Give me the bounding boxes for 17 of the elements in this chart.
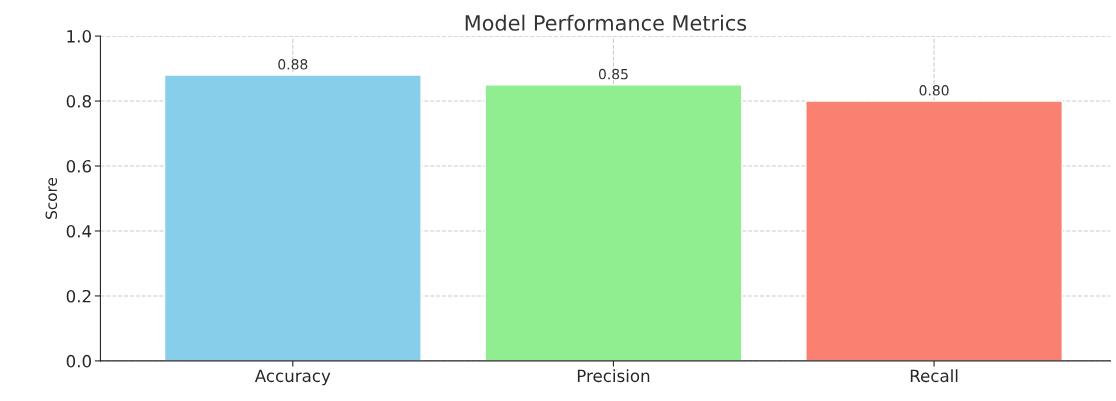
bar xyxy=(805,100,1064,361)
y-axis-title: Score xyxy=(45,177,58,219)
y-tick-label: 1.0 xyxy=(67,30,91,43)
bar xyxy=(163,74,422,361)
y-tick-label: 0.4 xyxy=(66,224,92,238)
data-label: 0.80 xyxy=(919,85,949,96)
y-tick-label: 0.0 xyxy=(66,354,91,368)
data-label: 0.88 xyxy=(278,59,308,70)
x-tick-label: Recall xyxy=(910,369,958,383)
y-tick-label: 0.2 xyxy=(66,289,91,303)
x-tick-label: Precision xyxy=(577,369,650,383)
y-tick-label: 0.8 xyxy=(66,95,91,108)
x-tick-label: Accuracy xyxy=(254,369,331,386)
bar xyxy=(484,84,743,361)
chart-title: Model Performance Metrics xyxy=(465,14,747,31)
y-tick-label: 0.6 xyxy=(66,159,92,173)
data-label: 0.85 xyxy=(598,68,628,80)
